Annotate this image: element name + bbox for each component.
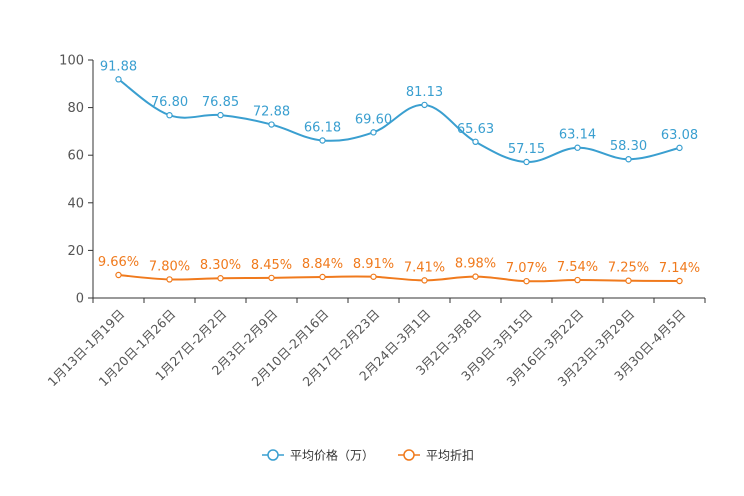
data-point[interactable] <box>472 138 479 146</box>
data-point[interactable] <box>268 121 275 128</box>
y-axis-ticks: 0 20 40 60 80 100 <box>59 54 93 307</box>
data-point[interactable] <box>523 158 530 166</box>
data-point[interactable] <box>319 273 326 281</box>
data-point[interactable] <box>166 112 173 119</box>
series-line <box>118 274 680 283</box>
data-point[interactable] <box>421 277 428 284</box>
data-label: 76.85 <box>202 95 239 110</box>
data-label: 8.91% <box>353 257 394 272</box>
data-label: 69.60 <box>355 112 392 127</box>
data-label: 63.14 <box>559 128 596 143</box>
data-label: 7.80% <box>149 259 190 274</box>
x-axis-ticks: 1月13日-1月19日1月20日-1月26日1月27日-2月2日2月3日-2月9… <box>45 298 706 389</box>
data-label: 7.54% <box>557 260 598 275</box>
data-point[interactable] <box>421 101 428 109</box>
data-label: 58.30 <box>610 139 647 154</box>
data-label: 81.13 <box>406 85 443 100</box>
data-point[interactable] <box>676 144 683 152</box>
series-average-discount: 9.66% 7.80% 8.30% 8.45% 8.84% 8.91% 7.41% 8.98%… <box>98 255 700 285</box>
data-label: 8.45% <box>251 258 292 273</box>
data-point[interactable] <box>268 274 275 282</box>
legend-label: 平均价格（万） <box>290 448 374 463</box>
legend-marker-icon <box>267 449 279 461</box>
data-point[interactable] <box>676 277 683 285</box>
data-label: 7.07% <box>506 261 547 276</box>
legend-label: 平均折扣 <box>426 448 474 463</box>
y-tick-label: 0 <box>76 292 84 307</box>
data-label: 7.14% <box>659 261 700 276</box>
data-point[interactable] <box>319 137 326 144</box>
data-label: 8.84% <box>302 257 343 272</box>
data-point[interactable] <box>166 276 173 283</box>
y-tick-label: 40 <box>67 196 84 211</box>
data-point[interactable] <box>625 156 632 163</box>
data-point[interactable] <box>370 129 377 136</box>
data-label: 65.63 <box>457 122 494 137</box>
data-label: 66.18 <box>304 120 341 135</box>
data-point[interactable] <box>217 275 224 282</box>
data-point[interactable] <box>115 76 122 83</box>
data-label: 8.98% <box>455 257 496 272</box>
data-label: 76.80 <box>151 95 188 110</box>
legend[interactable]: 平均价格（万） 平均折扣 <box>262 448 474 463</box>
data-label: 63.08 <box>661 128 698 143</box>
series-line <box>117 78 680 163</box>
data-label: 9.66% <box>98 255 139 270</box>
data-point[interactable] <box>217 111 224 119</box>
data-label: 7.41% <box>404 260 445 275</box>
data-label: 7.25% <box>608 261 649 276</box>
data-point[interactable] <box>472 273 479 280</box>
y-tick-label: 100 <box>59 54 84 69</box>
data-point[interactable] <box>115 271 122 279</box>
data-label: 57.15 <box>508 142 545 157</box>
legend-item-average-price[interactable]: 平均价格（万） <box>262 448 374 463</box>
series-layer: 91.88 76.80 76.85 72.88 66.18 69.60 81.13 65.63… <box>98 59 700 285</box>
data-point[interactable] <box>370 273 377 280</box>
y-tick-label: 80 <box>67 101 84 116</box>
data-point[interactable] <box>523 277 530 285</box>
legend-marker-icon <box>403 449 415 461</box>
data-point[interactable] <box>574 144 581 151</box>
data-point[interactable] <box>574 276 581 284</box>
data-label: 91.88 <box>100 59 137 74</box>
data-label: 8.30% <box>200 258 241 273</box>
y-tick-label: 60 <box>67 149 84 164</box>
legend-item-average-discount[interactable]: 平均折扣 <box>398 448 474 463</box>
series-average-price: 91.88 76.80 76.85 72.88 66.18 69.60 81.13 65.63… <box>100 59 698 166</box>
data-label: 72.88 <box>253 105 290 120</box>
data-point[interactable] <box>625 277 632 284</box>
y-tick-label: 20 <box>67 244 84 259</box>
